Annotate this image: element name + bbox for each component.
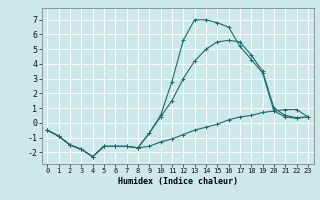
X-axis label: Humidex (Indice chaleur): Humidex (Indice chaleur) [118,177,237,186]
